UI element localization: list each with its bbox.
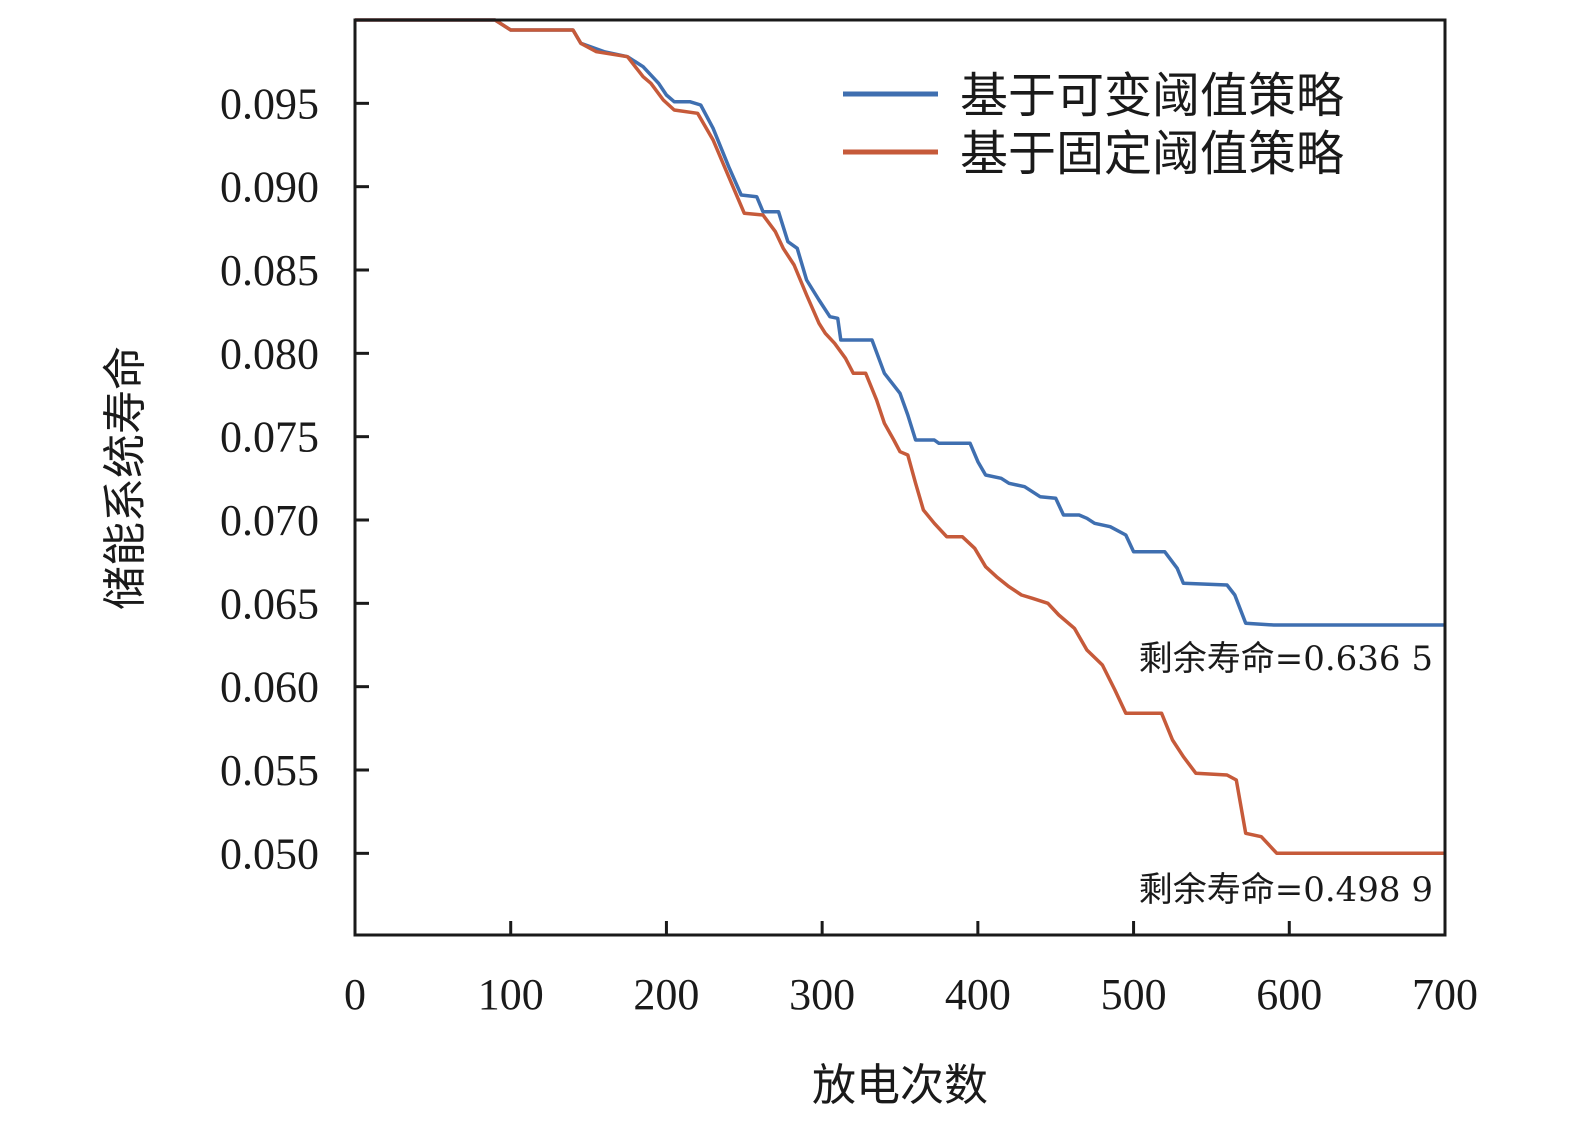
y-tick-label: 0.060	[220, 663, 319, 712]
y-tick-label: 0.095	[220, 79, 319, 128]
series-line-variable-threshold	[355, 18, 1445, 627]
y-tick-label: 0.090	[220, 163, 319, 212]
legend: 基于可变阈值策略 基于固定阈值策略	[843, 68, 1344, 182]
legend-label-fixed: 基于固定阈值策略	[960, 126, 1344, 182]
y-tick-label: 0.055	[220, 746, 319, 795]
annotation-variable-remaining-life: 剩余寿命=0.636 5	[1139, 639, 1433, 679]
legend-label-variable: 基于可变阈值策略	[960, 68, 1344, 124]
y-tick-label: 0.070	[220, 496, 319, 545]
y-tick-label: 0.080	[220, 329, 319, 378]
y-tick-label: 0.085	[220, 246, 319, 295]
x-tick-label: 700	[1412, 970, 1478, 1019]
y-tick-label: 0.065	[220, 579, 319, 628]
x-tick-label: 300	[789, 970, 855, 1019]
ticks-layer: 0 100 200 300 400 500 600 700 0.050 0.055 0.060 0.0…	[220, 79, 1478, 1019]
y-tick-label: 0.050	[220, 829, 319, 878]
y-tick-label: 0.075	[220, 413, 319, 462]
x-tick-label: 400	[945, 970, 1011, 1019]
x-tick-label: 200	[633, 970, 699, 1019]
series-line-fixed-threshold	[355, 18, 1445, 856]
x-axis-title: 放电次数	[812, 1060, 988, 1111]
x-tick-label: 600	[1256, 970, 1322, 1019]
x-tick-label: 0	[344, 970, 366, 1019]
annotation-fixed-remaining-life: 剩余寿命=0.498 9	[1139, 870, 1433, 910]
y-axis-title: 储能系统寿命	[100, 346, 151, 610]
plot-frame	[353, 18, 1447, 937]
series-layer	[355, 18, 1445, 856]
x-tick-label: 100	[478, 970, 544, 1019]
x-tick-label: 500	[1101, 970, 1167, 1019]
